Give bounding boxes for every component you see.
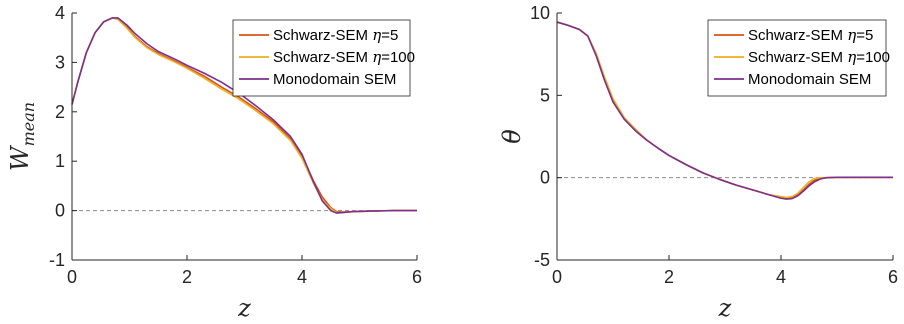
legend-box — [707, 19, 887, 97]
y-tick-label: -5 — [534, 250, 550, 270]
legend-entry: Schwarz-SEM η=5 — [748, 26, 873, 44]
y-axis-label: Wmean — [6, 102, 38, 171]
legend-entry: Monodomain SEM — [273, 71, 396, 88]
series-line-2 — [71, 17, 417, 214]
x-tick-label: 4 — [297, 267, 307, 287]
series-line-2 — [556, 21, 893, 200]
x-axis-label: z — [237, 294, 251, 322]
y-axis-label: θ — [498, 129, 526, 144]
legend-entry: Monodomain SEM — [748, 71, 871, 88]
y-tick-label: 0 — [55, 201, 65, 221]
x-tick-label: 2 — [182, 267, 192, 287]
legend-box — [232, 19, 411, 97]
x-tick-label: 6 — [888, 267, 898, 287]
y-tick-label: 1 — [55, 151, 65, 171]
legend-entry: Schwarz-SEM η=5 — [273, 26, 398, 44]
x-tick-label: 6 — [412, 267, 422, 287]
x-tick-label: 2 — [664, 267, 674, 287]
y-tick-label: 2 — [55, 102, 65, 122]
x-axis-label: z — [718, 294, 732, 322]
y-tick-label: 0 — [540, 168, 550, 188]
legend-entry: Schwarz-SEM η=100 — [748, 48, 890, 66]
legend-entry: Schwarz-SEM η=100 — [273, 48, 415, 66]
x-tick-label: 0 — [67, 267, 77, 287]
y-tick-label: 10 — [530, 3, 550, 23]
y-tick-label: 3 — [55, 52, 65, 72]
y-tick-label: 4 — [55, 3, 65, 23]
x-tick-label: 4 — [776, 267, 786, 287]
x-tick-label: 0 — [552, 267, 562, 287]
y-tick-label: -1 — [49, 250, 65, 270]
y-tick-label: 5 — [540, 85, 550, 105]
